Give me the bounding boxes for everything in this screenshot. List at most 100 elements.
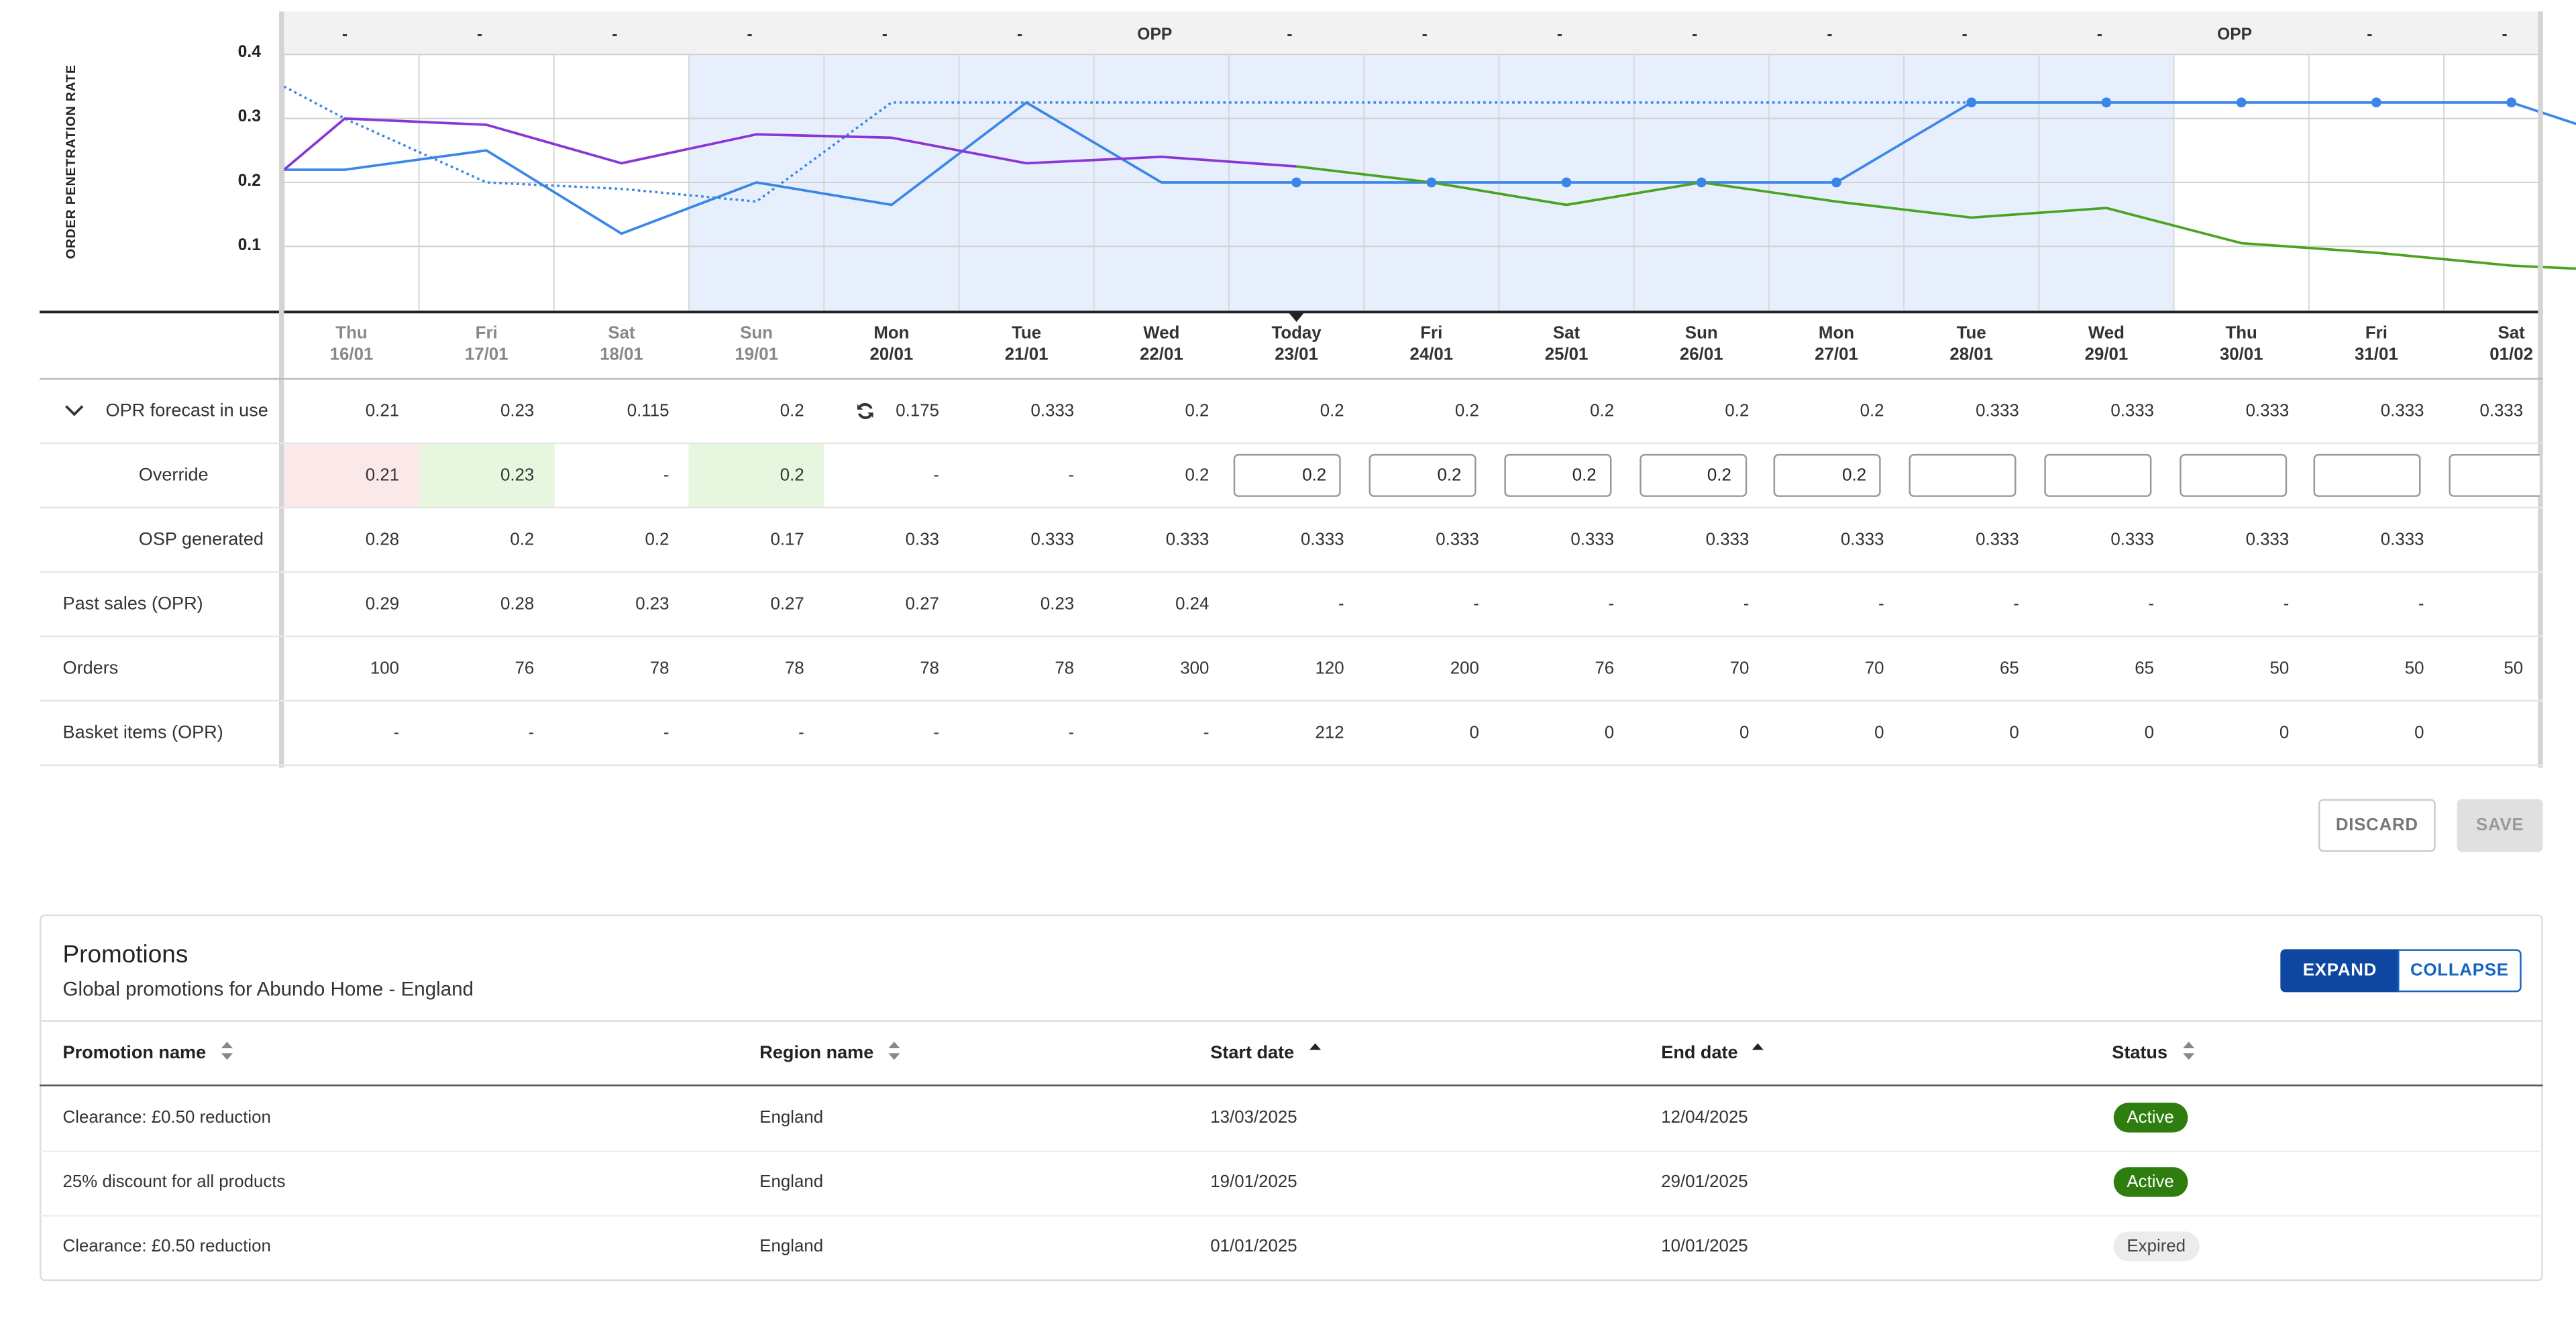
divider <box>40 1150 2543 1153</box>
collapse-button[interactable]: COLLAPSE <box>2398 949 2522 993</box>
grid-cell[interactable]: 0.2 <box>1185 465 1210 486</box>
top-marker-label: - <box>882 25 888 44</box>
grid-cell: - <box>1338 594 1344 614</box>
save-button[interactable]: SAVE <box>2457 799 2543 852</box>
override-input[interactable]: 0.2 <box>1368 453 1477 497</box>
override-cell-highlight <box>284 444 419 507</box>
date-label: 27/01 <box>1815 345 1858 365</box>
column-header-promotion-name[interactable]: Promotion name <box>63 1040 234 1066</box>
grid-cell: 65 <box>2135 659 2155 679</box>
date-day-label: Fri <box>2365 323 2387 343</box>
grid-cell: 70 <box>1729 659 1750 679</box>
date-label: 21/01 <box>1004 345 1049 365</box>
grid-cell: - <box>933 723 939 743</box>
data-point <box>1966 97 1977 108</box>
top-marker-label: - <box>2367 25 2372 44</box>
grid-cell[interactable]: - <box>933 465 939 486</box>
frozen-column-shadow <box>278 11 284 768</box>
series-line <box>1296 165 2576 270</box>
sort-ascending-icon <box>1307 1040 1322 1066</box>
grid-cell[interactable]: - <box>1068 465 1075 486</box>
grid-cell: 0.333 <box>1976 530 2019 550</box>
grid-cell: - <box>1608 594 1615 614</box>
override-input[interactable] <box>2178 453 2286 497</box>
date-column-header: Thu 16/01 <box>284 323 419 366</box>
date-day-label: Sat <box>608 323 635 343</box>
grid-cell: 0.2 <box>510 530 535 550</box>
grid-cell: 76 <box>515 659 535 679</box>
override-input[interactable] <box>1909 453 2017 497</box>
date-label: 18/01 <box>600 345 643 365</box>
override-input[interactable]: 0.2 <box>1774 453 1882 497</box>
grid-cell: 0 <box>2009 723 2019 743</box>
column-header-end-date[interactable]: End date <box>1661 1040 1766 1066</box>
grid-cell: - <box>663 723 669 743</box>
top-marker-label: - <box>1017 25 1022 44</box>
date-day-label: Mon <box>873 323 910 343</box>
discard-button[interactable]: DISCARD <box>2318 799 2436 852</box>
today-indicator <box>1288 312 1305 322</box>
override-input[interactable]: 0.2 <box>1234 453 1342 497</box>
sort-icon <box>219 1040 234 1066</box>
data-point <box>2101 97 2112 108</box>
grid-cell[interactable]: 0.23 <box>500 465 535 486</box>
expand-button[interactable]: EXPAND <box>2280 949 2400 993</box>
data-point <box>1426 177 1437 188</box>
grid-cell: 0.23 <box>500 401 535 421</box>
table-cell-region: England <box>759 1107 824 1128</box>
table-cell-name: Clearance: £0.50 reduction <box>62 1236 271 1257</box>
chevron-down-icon[interactable] <box>63 400 86 423</box>
grid-cell: 0.333 <box>1030 530 1075 550</box>
table-cell-end: 10/01/2025 <box>1661 1236 1748 1257</box>
date-label: 22/01 <box>1140 345 1183 365</box>
column-header-status[interactable]: Status <box>2112 1040 2196 1066</box>
column-header-region-name[interactable]: Region name <box>759 1040 902 1066</box>
grid-cell[interactable]: 0.21 <box>365 465 400 486</box>
grid-cell: 0 <box>1604 723 1615 743</box>
grid-cell: 76 <box>1595 659 1615 679</box>
date-day-label: Wed <box>1143 323 1180 343</box>
divider <box>40 1020 2543 1022</box>
column-label: Start date <box>1210 1043 1295 1064</box>
row-divider <box>40 764 2543 767</box>
column-label: Promotion name <box>62 1043 207 1064</box>
override-input[interactable]: 0.2 <box>1503 453 1611 497</box>
grid-cell: - <box>2013 594 2019 614</box>
date-label: 19/01 <box>735 345 779 365</box>
grid-cell: 78 <box>649 659 669 679</box>
date-day-label: Sat <box>2498 323 2525 343</box>
date-column-header: Thu 30/01 <box>2174 323 2309 366</box>
override-input[interactable]: 0.2 <box>1639 453 1747 497</box>
grid-cell: 50 <box>2269 659 2290 679</box>
table-cell-end: 29/01/2025 <box>1661 1172 1748 1192</box>
row-label-orders: Orders <box>62 659 119 679</box>
date-label: 20/01 <box>869 345 914 365</box>
refresh-icon[interactable] <box>854 400 877 423</box>
grid-cell: 0.333 <box>1840 530 1884 550</box>
grid-cell: - <box>798 723 804 743</box>
grid-cell: 0.23 <box>1040 594 1075 614</box>
override-input[interactable] <box>2449 453 2540 497</box>
table-cell-name: Clearance: £0.50 reduction <box>62 1107 271 1128</box>
grid-cell[interactable]: 0.2 <box>780 465 804 486</box>
date-column-header: Tue 28/01 <box>1904 323 2039 366</box>
grid-cell: 0.2 <box>1454 401 1479 421</box>
override-input[interactable] <box>2314 453 2422 497</box>
grid-cell: 212 <box>1315 723 1344 743</box>
override-input[interactable] <box>2043 453 2151 497</box>
column-header-start-date[interactable]: Start date <box>1210 1040 1322 1066</box>
column-label: Region name <box>759 1043 874 1064</box>
grid-cell: 0.27 <box>905 594 939 614</box>
grid-cell: 0.333 <box>2245 530 2290 550</box>
date-column-header: Today 23/01 <box>1229 323 1364 366</box>
grid-cell: 0 <box>1739 723 1750 743</box>
promotions-subtitle: Global promotions for Abundo Home - Engl… <box>62 977 474 1001</box>
row-divider <box>40 442 2543 445</box>
series-line <box>283 117 1297 171</box>
y-tick: 0.4 <box>237 44 261 62</box>
row-divider <box>40 506 2543 509</box>
date-label: 30/01 <box>2219 345 2263 365</box>
grid-cell[interactable]: - <box>663 465 669 486</box>
table-header-divider <box>40 1084 2543 1086</box>
top-marker-label: OPP <box>1137 25 1172 44</box>
